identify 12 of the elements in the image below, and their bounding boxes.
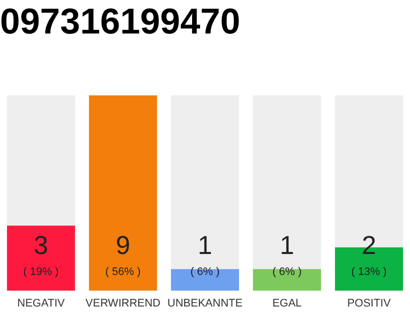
chart-title: 097316199470 bbox=[0, 0, 240, 42]
x-tick-label: NEGATIV bbox=[17, 297, 66, 310]
data-label: 1 ( 6% ) bbox=[272, 230, 302, 278]
bar bbox=[170, 269, 240, 291]
data-label: 9 ( 56% ) bbox=[105, 230, 141, 278]
x-tick-label: UNBEKANNTE bbox=[167, 297, 243, 310]
data-label: 1 ( 6% ) bbox=[190, 230, 220, 278]
x-tick-label: EGAL bbox=[272, 297, 302, 310]
data-label: 3 ( 19% ) bbox=[23, 230, 59, 278]
bar bbox=[252, 269, 322, 291]
x-tick-label: VERWIRREND bbox=[86, 297, 161, 310]
x-tick-label: POSITIV bbox=[347, 297, 392, 310]
